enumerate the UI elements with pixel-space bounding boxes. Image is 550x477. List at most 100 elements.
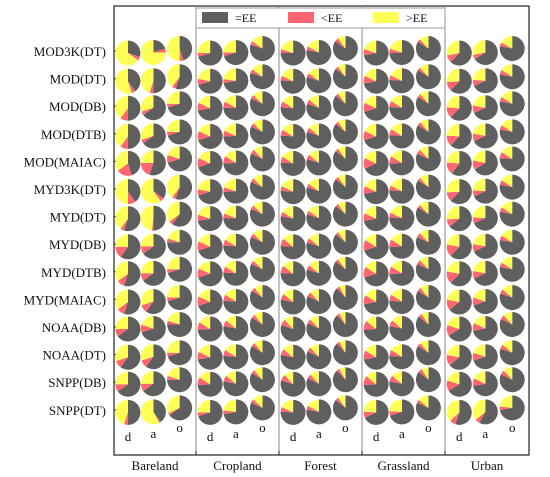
pie-slice	[363, 102, 377, 113]
row-label: MOD(MAIAC)	[24, 154, 106, 169]
pie-slice	[499, 146, 525, 172]
pie-slice	[449, 344, 472, 370]
pie-slice	[501, 174, 513, 188]
pie-slice	[223, 79, 236, 84]
pie-slice	[281, 68, 294, 82]
pie-slice	[254, 312, 263, 325]
pie-slice	[363, 316, 389, 342]
pie-slice	[167, 91, 193, 117]
pie-slice	[280, 294, 294, 302]
pie-slice	[363, 295, 377, 305]
pie-slice	[472, 243, 486, 252]
pie-slice	[306, 178, 332, 204]
pie-slice	[249, 91, 275, 117]
pie-slice	[251, 95, 263, 104]
pie-slice	[389, 239, 402, 248]
pie-slice	[338, 395, 346, 408]
pie-slice	[251, 149, 263, 159]
pie-slice	[473, 150, 486, 163]
pie-slice	[115, 40, 139, 66]
pie-slice	[223, 344, 249, 370]
pie-slice	[281, 179, 294, 192]
pie-slice	[167, 91, 180, 104]
pie-slice	[251, 123, 263, 132]
pie-slice	[167, 238, 180, 243]
pie-slice	[197, 296, 211, 306]
pie-slice	[280, 407, 294, 413]
pie-slice	[306, 265, 319, 274]
pie-slice	[117, 273, 128, 286]
subcolumn-label: d	[373, 429, 380, 444]
legend-label: >EE	[406, 11, 427, 25]
pie-slice	[280, 344, 306, 370]
pie-slice	[499, 201, 525, 227]
pie-slice	[140, 371, 154, 384]
pie-slice	[307, 347, 319, 357]
pie-slice	[474, 205, 498, 231]
pie-slice	[332, 64, 358, 90]
pie-slice	[338, 36, 346, 49]
pie-slice	[499, 42, 513, 49]
pie-slice	[175, 174, 193, 200]
pie-slice	[472, 105, 486, 114]
pie-slice	[415, 64, 441, 90]
pie-slice	[479, 399, 498, 425]
subcolumn-label: a	[399, 426, 405, 441]
pie-slice	[223, 178, 249, 204]
pie-slice	[500, 344, 513, 353]
pie-slice	[223, 350, 236, 357]
pie-slice	[363, 344, 389, 370]
pie-slice	[140, 178, 161, 204]
pie-slice	[140, 233, 154, 247]
pie-slice	[338, 64, 346, 77]
pie-slice	[153, 40, 166, 53]
group-label: Forest	[304, 458, 337, 473]
pie-slice	[280, 179, 306, 205]
pie-slice	[306, 399, 332, 425]
pie-slice	[455, 399, 472, 425]
pie-slice	[501, 91, 513, 104]
pie-slice	[363, 75, 377, 84]
pie-slice	[336, 286, 346, 298]
pie-slice	[223, 233, 249, 259]
pie-slice	[389, 375, 402, 384]
pie-slice	[124, 289, 141, 315]
pie-slice	[127, 53, 140, 61]
pie-slice	[307, 374, 319, 384]
pie-slice	[223, 187, 236, 192]
pie-slice	[365, 289, 377, 302]
pie-slice	[143, 95, 166, 121]
legend-swatch	[288, 12, 314, 23]
pie-slice	[332, 285, 358, 310]
pie-slice	[450, 68, 472, 94]
pie-slice	[364, 123, 377, 137]
pie-slice	[447, 371, 460, 385]
pie-slice	[417, 122, 429, 132]
pie-slice	[140, 324, 154, 333]
pie-slice	[280, 349, 294, 358]
pie-slice	[363, 399, 377, 413]
pie-slice	[364, 150, 389, 176]
pie-slice	[306, 260, 332, 286]
pie-slice	[225, 289, 236, 302]
pie-slice	[473, 233, 486, 247]
pie-slice	[167, 131, 180, 136]
pie-slice	[499, 367, 525, 393]
pie-slice	[389, 101, 402, 108]
pie-slice	[363, 289, 389, 315]
pie-slice	[473, 316, 498, 342]
pie-slice	[306, 99, 319, 108]
pie-slice	[198, 234, 211, 247]
pie-slice	[141, 356, 154, 367]
pie-slice	[120, 344, 141, 370]
pie-slice	[115, 68, 132, 94]
pie-slice	[417, 177, 429, 188]
pie-slice	[251, 205, 263, 215]
pie-slice	[308, 205, 319, 219]
pie-slice	[447, 289, 460, 302]
pie-slice	[198, 123, 211, 137]
pie-slice	[474, 68, 498, 94]
pie-slice	[167, 340, 180, 353]
pie-slice	[283, 289, 294, 302]
pie-slice	[115, 123, 128, 147]
